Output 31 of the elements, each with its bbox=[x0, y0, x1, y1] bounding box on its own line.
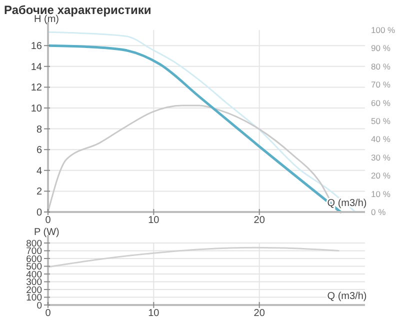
y-tick-label: 8 bbox=[36, 124, 42, 136]
y-tick-label: 2 bbox=[36, 186, 42, 198]
y2-tick-label: 50 % bbox=[371, 116, 391, 126]
y-axis-title: P (W) bbox=[34, 227, 60, 238]
y-tick-label: 4 bbox=[36, 166, 42, 177]
y-tick-label: 10 bbox=[30, 104, 42, 114]
x-axis-title: Q (m3/h) bbox=[327, 291, 367, 302]
y-tick-label: 16 bbox=[30, 41, 42, 52]
x-tick-label: 20 bbox=[254, 308, 266, 319]
x-tick-label: 20 bbox=[254, 215, 266, 226]
y2-tick-label: 90 % bbox=[371, 43, 391, 54]
y-tick-label: 0 bbox=[36, 208, 42, 218]
y2-tick-label: 60 % bbox=[371, 98, 391, 108]
y2-tick-label: 100 % bbox=[371, 24, 396, 35]
y-axis-title: H (m) bbox=[34, 14, 59, 25]
x-tick-label: 10 bbox=[148, 308, 160, 319]
y2-tick-label: 30 % bbox=[371, 152, 391, 162]
x-tick-label: 0 bbox=[45, 215, 52, 226]
y-tick-label: 12 bbox=[30, 82, 42, 94]
y2-tick-label: 70 % bbox=[371, 80, 391, 90]
y2-tick-label: 0 % bbox=[371, 206, 386, 217]
y2-tick-label: 20 % bbox=[371, 170, 391, 181]
y2-tick-label: 10 % bbox=[371, 188, 391, 199]
line-series bbox=[47, 246, 340, 268]
y-tick-label: 6 bbox=[36, 145, 42, 156]
y2-tick-label: 80 % bbox=[371, 61, 391, 72]
x-tick-label: 10 bbox=[148, 215, 160, 226]
y-tick-label: 14 bbox=[30, 62, 42, 73]
y-tick-label: 0 bbox=[36, 300, 42, 312]
y2-tick-label: 40 % bbox=[371, 134, 391, 144]
x-tick-label: 0 bbox=[45, 308, 52, 319]
